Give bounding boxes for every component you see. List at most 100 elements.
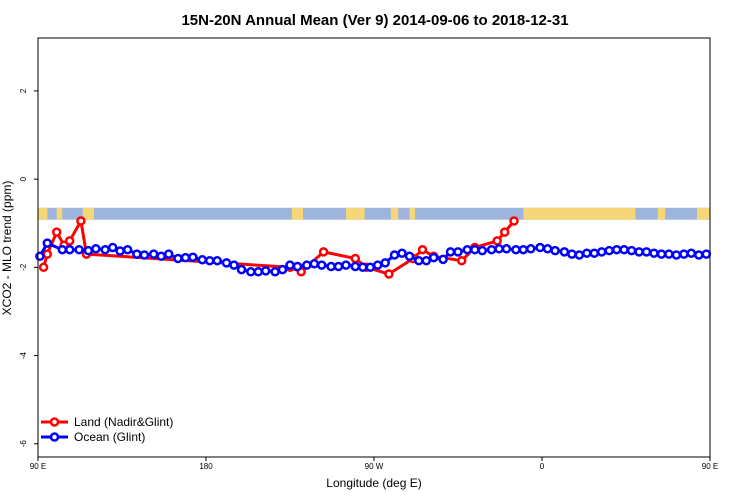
data-point [492, 236, 502, 246]
data-point [384, 269, 394, 279]
legend-marker [49, 432, 60, 442]
data-point [42, 249, 53, 259]
data-point [326, 261, 336, 272]
land-segment [291, 207, 304, 220]
data-point [526, 244, 536, 254]
data-point [292, 261, 303, 272]
data-point [333, 261, 344, 272]
legend-label: Ocean (Glint) [74, 430, 145, 444]
data-point [559, 247, 570, 257]
land-segment [82, 207, 94, 220]
data-point [494, 244, 504, 254]
data-point [318, 247, 329, 257]
data-point [470, 244, 480, 255]
data-point [91, 244, 101, 254]
y-tick-label: -6 [19, 440, 28, 448]
data-point [518, 244, 529, 255]
data-point [122, 244, 133, 255]
data-point [574, 250, 585, 260]
land-segment [409, 207, 416, 220]
data-point [372, 260, 383, 270]
data-point [626, 245, 637, 256]
land-ocean-band [38, 207, 710, 220]
data-point [679, 249, 689, 259]
data-point [499, 227, 510, 237]
ocean-band [38, 207, 710, 220]
data-point [511, 244, 521, 255]
data-point [57, 244, 68, 255]
data-point [389, 250, 400, 260]
data-point [701, 249, 712, 259]
data-point [641, 247, 652, 257]
data-point [694, 250, 704, 260]
chart-title: 15N-20N Annual Mean (Ver 9) 2014-09-06 t… [181, 12, 568, 29]
series-layer [35, 216, 712, 279]
data-point [414, 255, 424, 266]
land-segment [523, 207, 636, 220]
y-axis-label: XCO2 - MLO trend (ppm) [0, 181, 14, 316]
data-point [365, 262, 376, 273]
data-point [64, 244, 75, 255]
land-segment [657, 207, 666, 220]
data-point [107, 242, 118, 253]
data-point [51, 227, 62, 237]
y-tick-label: -4 [19, 351, 28, 359]
data-point [221, 258, 232, 268]
data-point [163, 249, 174, 259]
data-point [428, 252, 439, 263]
y-axis: 2 0 -2 -4 -6 [19, 88, 38, 447]
data-point [611, 244, 622, 255]
land-segment [38, 207, 48, 220]
data-point [509, 216, 519, 226]
data-point [686, 248, 697, 258]
data-point [350, 253, 361, 264]
data-point [277, 264, 288, 275]
x-tick-label: 0 [540, 462, 545, 471]
data-point [35, 251, 45, 262]
data-point [74, 244, 84, 255]
data-point [341, 260, 351, 270]
data-point [404, 251, 415, 262]
data-point [397, 248, 407, 258]
data-point [664, 249, 674, 259]
data-point [649, 248, 659, 258]
data-point [316, 260, 327, 270]
data-point [270, 267, 280, 277]
data-point [132, 249, 142, 259]
legend: Land (Nadir&Glint)Ocean (Glint) [41, 415, 173, 444]
legend-marker [49, 417, 60, 427]
data-point [42, 238, 53, 248]
data-point [350, 261, 361, 272]
data-point [180, 252, 191, 263]
data-point [246, 267, 256, 277]
data-point [421, 255, 432, 266]
data-point [671, 250, 682, 260]
data-point [417, 244, 428, 255]
data-point [456, 255, 467, 266]
data-point [619, 244, 629, 255]
data-point [567, 249, 577, 259]
x-axis: 90 E 180 90 W 0 90 E [30, 457, 718, 471]
data-point [64, 236, 75, 246]
land-segment [56, 207, 63, 220]
x-tick-label: 90 W [365, 462, 384, 471]
data-point [204, 255, 215, 266]
data-point [148, 249, 159, 259]
land-segment [696, 207, 710, 220]
data-point [197, 255, 208, 265]
data-point [229, 260, 239, 270]
data-point [634, 247, 644, 257]
data-point [604, 245, 614, 256]
data-point [445, 247, 456, 257]
y-tick-label: 0 [19, 176, 28, 181]
data-point [501, 244, 512, 254]
data-point [596, 247, 607, 257]
data-point [380, 258, 390, 268]
data-point [453, 247, 463, 257]
data-point [477, 245, 488, 256]
data-point [285, 260, 295, 270]
x-tick-label: 90 E [702, 462, 718, 471]
y-tick-label: -2 [19, 263, 28, 271]
data-point [212, 255, 222, 266]
